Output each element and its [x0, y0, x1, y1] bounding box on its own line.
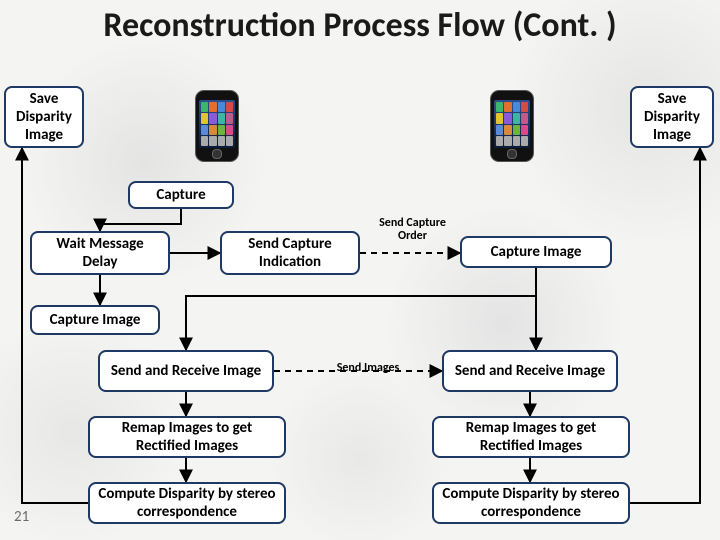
node-sr_right: Send and Receive Image: [442, 350, 618, 392]
node-remap_left: Remap Images to get Rectified Images: [88, 416, 286, 458]
node-save_right: Save Disparity Image: [630, 86, 714, 148]
slide: Reconstruction Process Flow (Cont. ) 21 …: [0, 0, 720, 540]
edge-label-send_images: Send Images: [318, 362, 418, 375]
node-capture_img_r: Capture Image: [460, 236, 612, 268]
node-remap_right: Remap Images to get Rectified Images: [432, 416, 630, 458]
arrow-12: [630, 148, 700, 503]
arrow-0: [100, 209, 181, 231]
node-sr_left: Send and Receive Image: [98, 350, 274, 392]
phone-right: [490, 90, 534, 162]
node-capture_img_l: Capture Image: [30, 305, 160, 335]
arrow-4: [186, 268, 536, 350]
node-save_left: Save Disparity Image: [4, 86, 84, 148]
node-wait_delay: Wait Message Delay: [30, 231, 170, 275]
node-comp_right: Compute Disparity by stereo corresponden…: [432, 482, 630, 524]
node-comp_left: Compute Disparity by stereo corresponden…: [88, 482, 286, 524]
edge-label-send_order: Send Capture Order: [370, 217, 455, 243]
node-capture: Capture: [128, 181, 234, 209]
node-send_ind: Send Capture Indication: [220, 231, 360, 275]
phone-left: [195, 90, 239, 162]
